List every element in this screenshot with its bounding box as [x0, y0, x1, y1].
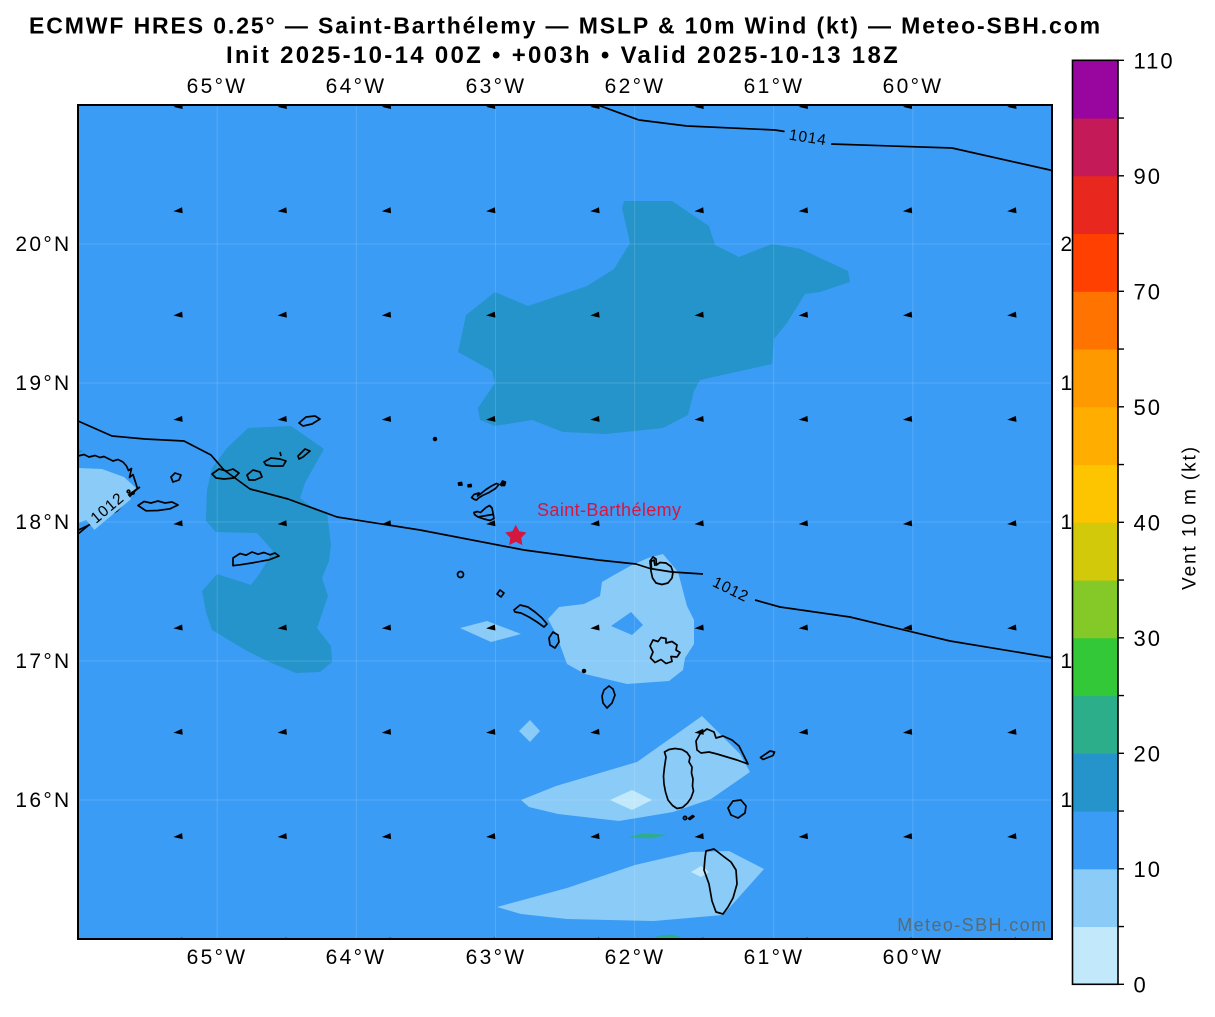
svg-text:62°W: 62°W	[605, 946, 666, 969]
svg-text:19°N: 19°N	[15, 372, 71, 395]
svg-text:65°W: 65°W	[187, 75, 248, 98]
svg-text:16°N: 16°N	[15, 789, 71, 812]
svg-text:0: 0	[1134, 972, 1148, 997]
svg-text:60°W: 60°W	[883, 946, 944, 969]
svg-text:90: 90	[1134, 164, 1162, 189]
svg-text:61°W: 61°W	[744, 75, 805, 98]
svg-text:17°N: 17°N	[15, 650, 71, 673]
svg-text:Init 2025-10-14 00Z • +003h •: Init 2025-10-14 00Z • +003h • Valid 2025…	[226, 42, 900, 69]
svg-text:65°W: 65°W	[187, 946, 248, 969]
svg-text:Vent 10 m (kt): Vent 10 m (kt)	[1180, 445, 1201, 590]
svg-text:Meteo-SBH.com: Meteo-SBH.com	[897, 915, 1047, 935]
svg-text:Saint-Barthélemy: Saint-Barthélemy	[537, 500, 681, 520]
svg-text:61°W: 61°W	[744, 946, 805, 969]
svg-text:30: 30	[1134, 626, 1162, 651]
svg-text:40: 40	[1134, 510, 1162, 535]
svg-text:20°N: 20°N	[15, 233, 71, 256]
svg-text:64°W: 64°W	[326, 946, 387, 969]
svg-text:63°W: 63°W	[466, 946, 527, 969]
svg-text:110: 110	[1134, 48, 1175, 73]
svg-text:64°W: 64°W	[326, 75, 387, 98]
svg-text:60°W: 60°W	[883, 75, 944, 98]
svg-text:1014: 1014	[788, 127, 828, 150]
svg-text:10: 10	[1134, 857, 1162, 882]
svg-text:63°W: 63°W	[466, 75, 527, 98]
svg-text:20: 20	[1134, 741, 1162, 766]
svg-text:ECMWF HRES 0.25° — Saint-Barth: ECMWF HRES 0.25° — Saint-Barthélemy — MS…	[29, 13, 1102, 39]
svg-text:70: 70	[1134, 279, 1162, 304]
svg-text:50: 50	[1134, 395, 1162, 420]
svg-text:62°W: 62°W	[605, 75, 666, 98]
svg-text:18°N: 18°N	[15, 511, 71, 534]
